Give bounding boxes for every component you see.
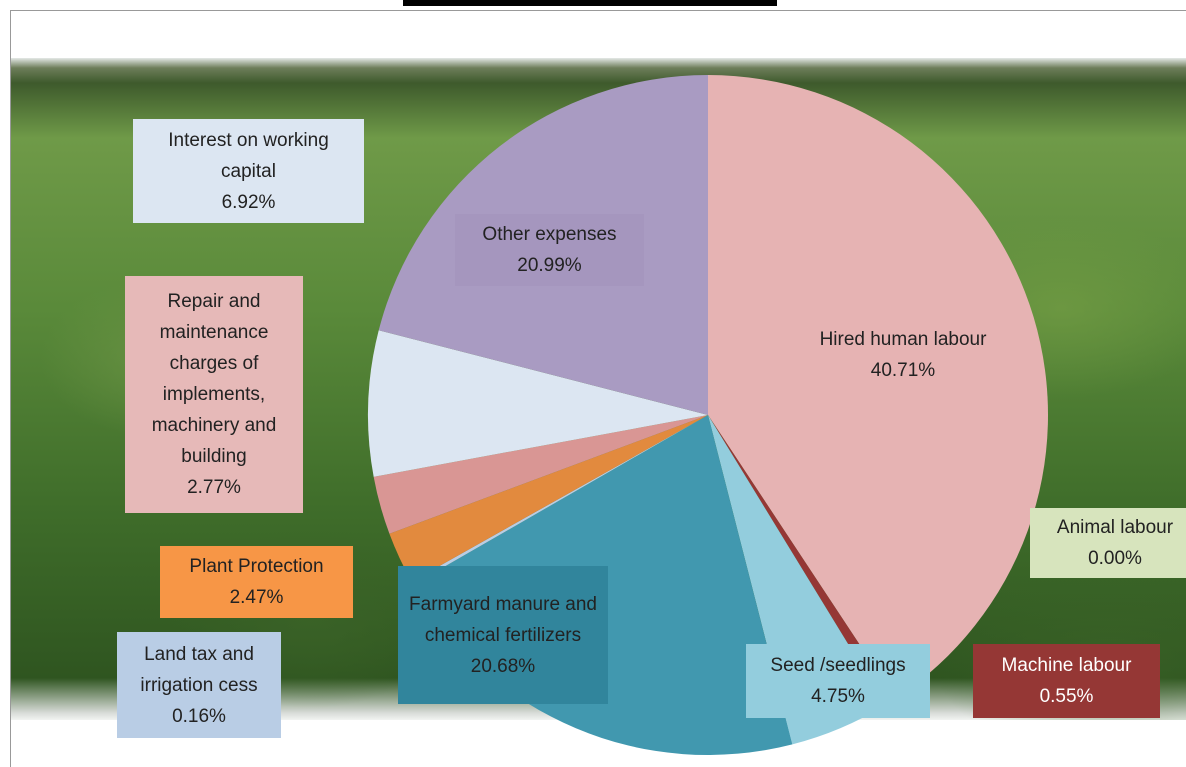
category-label: Animal labour: [1056, 517, 1174, 538]
data-label: Machine labour 0.55%: [973, 644, 1160, 718]
data-label: Hired human labour 40.71%: [780, 318, 1026, 392]
data-label: Seed /seedlings 4.75%: [746, 644, 930, 718]
value-label: 0.55%: [1039, 686, 1094, 707]
data-label: Farmyard manure and chemical fertilizers…: [398, 566, 608, 704]
category-label: Machine labour: [1001, 655, 1132, 676]
data-label: Land tax and irrigation cess 0.16%: [117, 632, 281, 738]
title-underline: [403, 0, 777, 6]
pie-slice: [708, 415, 896, 706]
category-label: Interest on working capital: [168, 129, 329, 182]
category-label: Repair and maintenance charges of implem…: [151, 291, 277, 467]
category-label: Farmyard manure and chemical fertilizers: [409, 593, 597, 646]
category-label: Land tax and irrigation cess: [140, 643, 258, 696]
value-label: 40.71%: [870, 360, 936, 381]
data-label: Animal labour 0.00%: [1030, 508, 1186, 578]
pie-slice: [411, 415, 708, 585]
value-label: 0.16%: [172, 705, 226, 727]
value-label: 2.77%: [187, 477, 241, 498]
pie-slice: [708, 75, 1048, 699]
value-label: 2.47%: [229, 587, 284, 608]
frame: [10, 10, 1186, 767]
data-label: Interest on working capital 6.92%: [133, 119, 364, 223]
data-label: Other expenses 20.99%: [455, 214, 644, 286]
value-label: 6.92%: [221, 191, 276, 213]
category-label: Seed /seedlings: [770, 655, 906, 676]
value-label: 20.68%: [470, 655, 536, 677]
value-label: 0.00%: [1088, 548, 1142, 569]
value-label: 4.75%: [811, 686, 865, 707]
category-label: Plant Protection: [189, 556, 324, 577]
pie-slice: [389, 415, 708, 582]
data-label: Repair and maintenance charges of implem…: [125, 276, 303, 513]
pie-slice: [373, 415, 708, 534]
data-label: Plant Protection 2.47%: [160, 546, 353, 618]
category-label: Other expenses: [482, 224, 617, 245]
value-label: 20.99%: [517, 255, 582, 276]
pie-slice: [368, 330, 708, 477]
category-label: Hired human labour: [819, 329, 987, 350]
